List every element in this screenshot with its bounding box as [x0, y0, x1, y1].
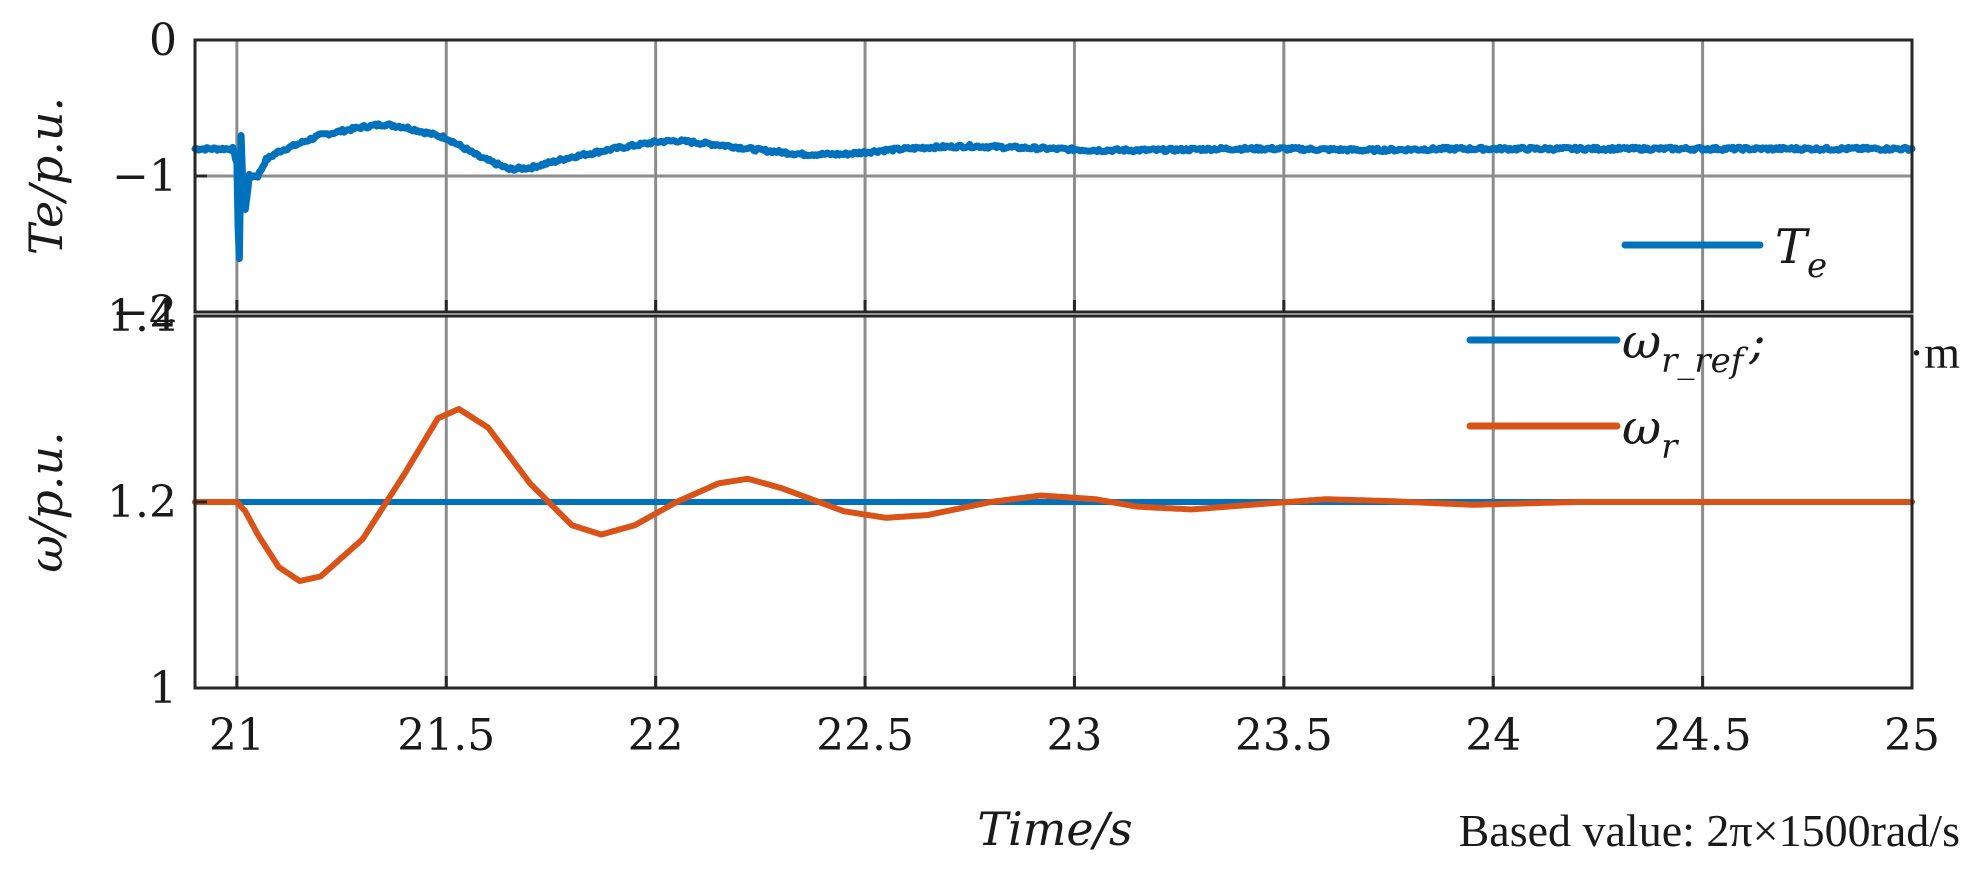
- y-axis-label-speed: ω/p.u.: [19, 431, 73, 572]
- legend-label-Te: Te: [1775, 219, 1827, 286]
- x-tick-label: 23: [1046, 710, 1102, 761]
- y-tick-label-torque: −2: [112, 287, 177, 338]
- y-axis-label-torque: Te/p.u.: [19, 97, 73, 255]
- x-tick-label: 21.5: [397, 710, 495, 761]
- based-value-note-speed: Based value: 2π×1500rad/s: [1459, 805, 1960, 856]
- y-tick-label-speed: 1.4: [107, 291, 177, 342]
- x-tick-label: 22.5: [816, 710, 914, 761]
- legend-subscript-Te: e: [1807, 246, 1827, 286]
- x-tick-label: 24: [1465, 710, 1521, 761]
- y-tick-label-speed: 1: [149, 663, 177, 714]
- x-tick-label: 21: [209, 710, 265, 761]
- legend-suffix-wr_ref: ;: [1748, 314, 1765, 370]
- x-tick-label: 25: [1884, 710, 1940, 761]
- y-tick-label-speed: 1.2: [107, 477, 177, 528]
- x-axis-label: Time/s: [977, 802, 1132, 856]
- x-tick-label: 22: [628, 710, 684, 761]
- y-tick-label-torque: −1: [112, 151, 177, 202]
- legend-subscript-wr: r: [1661, 427, 1679, 467]
- legend-subscript-wr_ref: r_ref: [1661, 341, 1749, 381]
- x-tick-label: 23.5: [1235, 710, 1333, 761]
- panel-speed: 1.4 1.2 1 21 21.5 22 22.5 23 23.5 24 24.5 25 ω/p.u. T…: [19, 291, 1960, 856]
- y-tick-label-torque: 0: [149, 15, 177, 66]
- series-line-wr: [192, 406, 1915, 584]
- x-tick-label: 24.5: [1654, 710, 1752, 761]
- series-line-Te: [191, 120, 1916, 263]
